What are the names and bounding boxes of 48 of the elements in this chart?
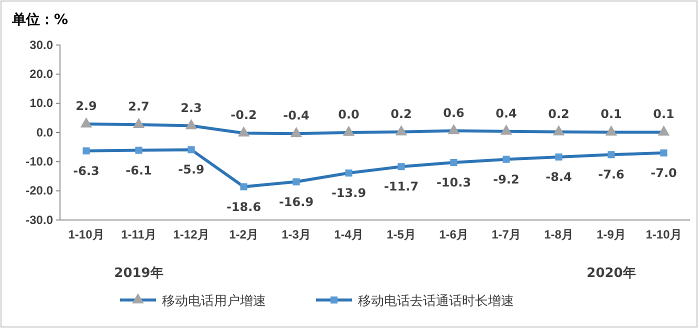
data-label: -6.1 [126,163,152,178]
x-tick-label: 1-10月 [68,228,104,242]
data-label: 0.2 [548,106,570,121]
x-tick-label: 1-12月 [173,228,210,242]
data-label: -13.9 [331,186,366,200]
data-label: -11.7 [384,180,419,194]
y-tick-label: 30.0 [30,38,54,52]
data-label: -7.0 [650,166,677,180]
data-label: -7.6 [598,168,624,182]
data-label: -18.6 [226,200,262,214]
y-tick-label: -20.0 [26,184,54,198]
data-label: -5.9 [178,162,204,177]
data-label: 0.6 [443,106,464,120]
x-tick-label: 1-9月 [596,228,626,242]
x-tick-label: 1-10月 [646,228,682,242]
data-label: 2.9 [76,99,97,114]
x-tick-label: 1-11月 [121,228,156,242]
data-label: 0.1 [653,107,674,122]
y-tick-label: 0.0 [36,125,54,140]
y-tick-label: 20.0 [30,67,54,82]
data-label: -10.3 [436,176,472,190]
x-tick-label: 1-2月 [229,228,258,242]
data-label: 0.1 [600,107,622,122]
x-tick-label: 1-4月 [334,228,364,242]
data-label: -9.2 [493,172,520,186]
data-label: -0.2 [230,108,257,122]
y-tick-label: 10.0 [30,96,54,110]
y-tick-label: -10.0 [26,154,54,169]
x-tick-label: 1-5月 [386,228,416,242]
data-label: 2.7 [128,100,150,114]
data-label: -0.4 [283,108,310,123]
text: 2020年 [586,266,636,281]
x-tick-label: 1-3月 [282,228,311,242]
data-label: -6.3 [73,164,100,178]
chart-title: 单位：% [11,12,68,28]
data-label: 2.3 [180,100,202,115]
legend-label: 移动电话去话通话时长增速 [358,294,514,309]
x-tick-label: 1-7月 [492,228,521,242]
text: 2019年 [114,266,164,281]
data-label: 0.0 [338,108,360,122]
x-tick-label: 1-6月 [439,228,468,242]
legend-label: 移动电话用户增速 [162,294,266,309]
data-label: -8.4 [546,170,572,184]
data-label: 0.4 [496,106,517,120]
y-tick-label: -30.0 [26,212,54,227]
data-label: -16.9 [278,194,314,209]
data-label: 0.2 [390,106,412,121]
x-tick-label: 1-8月 [544,228,574,242]
